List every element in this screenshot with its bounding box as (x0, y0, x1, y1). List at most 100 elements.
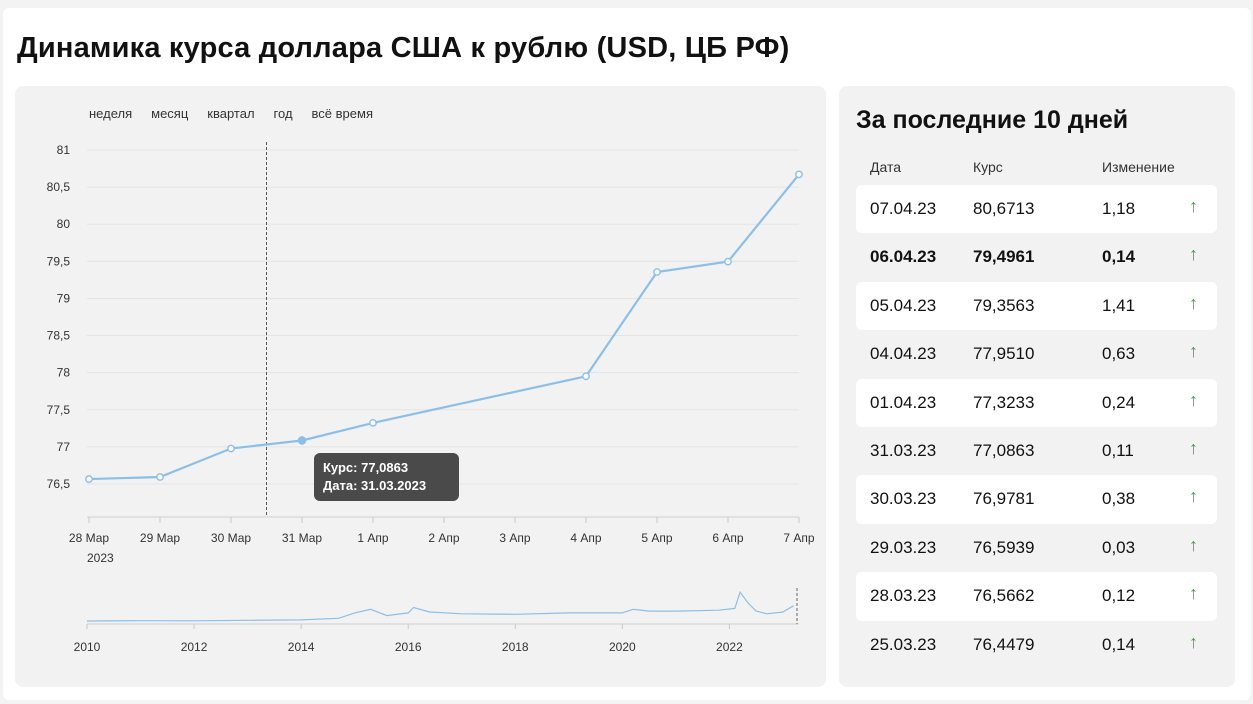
table-body: 07.04.23 80,6713 1,18 ↑ 06.04.23 79,4961 0,14… (856, 185, 1217, 669)
x-tick-label: 6 Апр (712, 531, 744, 545)
header-change: Изменение (1102, 159, 1175, 175)
data-point[interactable] (227, 444, 235, 453)
x-tick-label: 4 Апр (570, 531, 602, 545)
arrow-up-icon: ↑ (1189, 437, 1198, 458)
table-row: 31.03.23 77,0863 0,11 ↑ (856, 427, 1217, 475)
cell-change: 0,14 (1102, 247, 1136, 267)
cell-change: 1,41 (1102, 295, 1136, 315)
table-row: 29.03.23 76,5939 0,03 ↑ (856, 524, 1217, 572)
y-tick-label: 78 (57, 366, 71, 380)
arrow-up-icon: ↑ (1189, 244, 1198, 265)
y-tick-label: 80,5 (47, 180, 71, 194)
arrow-up-icon: ↑ (1189, 196, 1198, 216)
page-title: Динамика курса доллара США к рублю (USD,… (17, 32, 790, 64)
data-point[interactable] (653, 268, 661, 276)
overview-tick-label: 2022 (716, 640, 743, 654)
x-tick-label: 5 Апр (641, 531, 673, 545)
overview-navigator[interactable]: 2010 2012 2014 2016 2018 2020 2022 (74, 588, 799, 654)
cell-rate: 79,4961 (973, 247, 1035, 267)
cell-rate: 76,9781 (973, 489, 1035, 509)
x-tick-label: 7 Апр (783, 531, 815, 545)
period-year-button[interactable]: год (273, 106, 293, 121)
table-row: 25.03.23 76,4479 0,14 ↑ (856, 621, 1217, 669)
cell-rate: 79,3563 (973, 295, 1035, 315)
arrow-up-icon: ↑ (1189, 631, 1198, 652)
arrow-up-icon: ↑ (1189, 389, 1198, 410)
period-week-button[interactable]: неделя (89, 106, 133, 121)
header-date: Дата (870, 159, 902, 175)
overview-tick-label: 2010 (74, 640, 101, 654)
cell-date: 31.03.23 (870, 440, 937, 460)
data-point[interactable] (369, 418, 377, 427)
x-axis: 28 Мар 29 Мар 30 Мар 31 Мар 1 Апр 2 Апр 3 Апр 4… (69, 516, 815, 565)
y-tick-label: 78,5 (47, 329, 71, 343)
data-point[interactable] (156, 473, 164, 481)
cell-change: 0,03 (1102, 537, 1136, 557)
cell-date: 25.03.23 (870, 634, 937, 654)
cell-change: 1,18 (1102, 199, 1136, 218)
cell-date: 28.03.23 (870, 586, 937, 606)
data-point[interactable] (85, 475, 93, 483)
table-row: 01.04.23 77,3233 0,24 ↑ (856, 378, 1217, 427)
arrow-up-icon: ↑ (1189, 292, 1198, 313)
cell-date: 04.04.23 (870, 344, 937, 364)
chart-tooltip: Курс: 77,0863 Дата: 31.03.2023 (314, 453, 459, 501)
period-quarter-button[interactable]: квартал (207, 106, 255, 121)
cell-rate: 77,3233 (973, 392, 1035, 412)
table-title: За последние 10 дней (856, 106, 1129, 134)
recent-rates-panel: За последние 10 дней Дата Курс Изменение… (839, 86, 1235, 687)
line-chart[interactable]: 81 80,5 80 79,5 79 78,5 78 77,5 77 76,5 28 Мар 29 … (15, 86, 826, 687)
header-rate: Курс (973, 159, 1003, 175)
arrow-up-icon: ↑ (1189, 583, 1198, 604)
data-point[interactable] (795, 170, 803, 179)
cell-change: 0,38 (1102, 489, 1136, 509)
cell-date: 07.04.23 (870, 199, 937, 218)
x-tick-label: 3 Апр (499, 531, 531, 545)
x-year-label: 2023 (87, 551, 114, 565)
data-points (85, 170, 803, 483)
period-all-time-button[interactable]: всё время (311, 106, 373, 121)
arrow-up-icon: ↑ (1189, 486, 1198, 507)
cell-date: 29.03.23 (870, 537, 937, 557)
table-header: Дата Курс Изменение (839, 159, 1235, 179)
cell-rate: 76,5662 (973, 586, 1035, 606)
series-line-usd (88, 173, 800, 481)
x-tick-label: 2 Апр (428, 531, 460, 545)
cell-change: 0,14 (1102, 634, 1136, 654)
x-tick-label: 1 Апр (357, 531, 389, 545)
data-point[interactable] (724, 257, 732, 266)
y-tick-label: 79,5 (47, 254, 71, 268)
overview-series-line (86, 590, 794, 622)
cell-change: 0,12 (1102, 586, 1136, 606)
y-tick-label: 77,5 (47, 403, 71, 417)
overview-tick-label: 2014 (288, 640, 315, 654)
y-tick-label: 81 (57, 143, 71, 157)
data-point[interactable] (297, 436, 307, 445)
table-row: 07.04.23 80,6713 1,18 ↑ (856, 185, 1217, 234)
table-row: 30.03.23 76,9781 0,38 ↑ (856, 475, 1217, 524)
tooltip-date: Дата: 31.03.2023 (323, 478, 427, 493)
y-tick-label: 76,5 (47, 477, 71, 491)
cell-date: 30.03.23 (870, 489, 937, 509)
cell-rate: 77,9510 (973, 344, 1035, 364)
table-row: 06.04.23 79,4961 0,14 ↑ (856, 233, 1217, 281)
cell-date: 05.04.23 (870, 295, 937, 315)
overview-tick-label: 2018 (502, 640, 529, 654)
chart-panel: неделя месяц квартал год всё время 81 80,… (15, 86, 826, 687)
period-month-button[interactable]: месяц (151, 106, 189, 121)
data-point[interactable] (582, 372, 590, 381)
overview-tick-label: 2020 (609, 640, 636, 654)
cell-change: 0,24 (1102, 392, 1136, 412)
cell-change: 0,63 (1102, 344, 1136, 364)
cell-rate: 76,5939 (973, 537, 1035, 557)
cell-rate: 80,6713 (973, 199, 1035, 218)
arrow-up-icon: ↑ (1189, 534, 1198, 555)
cell-date: 06.04.23 (870, 247, 937, 267)
y-tick-label: 80 (57, 217, 71, 231)
table-row: 04.04.23 77,9510 0,63 ↑ (856, 330, 1217, 378)
tooltip-rate: Курс: 77,0863 (323, 460, 409, 475)
table-row: 05.04.23 79,3563 1,41 ↑ (856, 281, 1217, 331)
cell-change: 0,11 (1102, 440, 1134, 460)
cell-rate: 77,0863 (973, 440, 1035, 460)
x-tick-label: 28 Мар (69, 531, 109, 545)
